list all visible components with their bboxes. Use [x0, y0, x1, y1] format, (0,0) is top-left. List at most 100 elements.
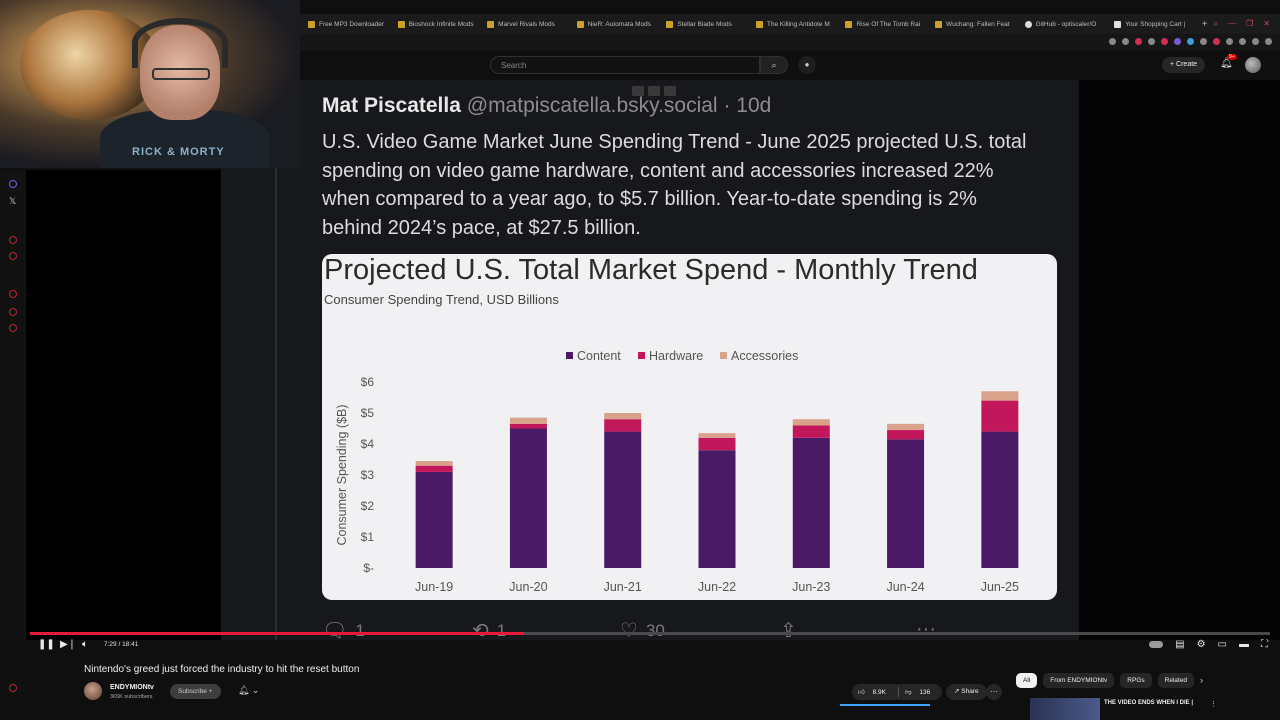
post-author-name: Mat Piscatella	[322, 94, 461, 117]
search-button[interactable]: ⌕	[760, 56, 788, 74]
recommended-title[interactable]: THE VIDEO ENDS WHEN I DIE |	[1104, 700, 1194, 706]
new-tab-button[interactable]: +	[1201, 18, 1208, 30]
browser-tab[interactable]: Wuchang: Fallen Feat	[927, 14, 1017, 34]
filter-chip[interactable]: RPGs	[1120, 673, 1152, 688]
next-button[interactable]: ▶❘	[60, 639, 77, 650]
miniplayer-button[interactable]: ▭	[1217, 639, 1227, 650]
y-tick-label: $2	[361, 499, 375, 513]
browser-tab[interactable]: The Killing Antidote M	[748, 14, 838, 34]
browser-tab-label: Free MP3 Downloader	[319, 20, 385, 28]
minimize-icon[interactable]: —	[1228, 19, 1237, 28]
browser-tab[interactable]: Bioshock Infinite Mods	[390, 14, 480, 34]
y-tick-label: $6	[361, 375, 375, 389]
y-tick-label: $3	[361, 468, 375, 482]
browser-tab[interactable]: NieR: Automata Mods	[569, 14, 659, 34]
filter-chip[interactable]: From ENDYMIONtv	[1043, 673, 1115, 688]
fullscreen-button[interactable]: ⛶	[1261, 639, 1268, 650]
recommended-more-icon[interactable]: ⋮	[1210, 701, 1217, 708]
subscribe-button[interactable]: Subscribe +	[170, 684, 221, 699]
chart-title: Projected U.S. Total Market Spend - Mont…	[324, 254, 978, 286]
folder-icon	[487, 20, 495, 28]
extension-icon[interactable]	[1174, 38, 1181, 45]
search-input[interactable]: Search	[490, 56, 760, 74]
heart-icon: ♡	[620, 620, 638, 640]
extension-icon[interactable]	[1161, 38, 1168, 45]
like-button[interactable]: 👍︎ 8.9K	[852, 688, 898, 696]
window-controls: ⌕ — ❐ ✕	[1214, 19, 1280, 29]
browser-tab-label: NieR: Automata Mods	[587, 20, 651, 28]
channel-avatar[interactable]	[84, 682, 102, 700]
browser-tab[interactable]: Stellar Blade Mods	[658, 14, 748, 34]
bar-hardware	[509, 423, 547, 429]
sidebar-icon[interactable]	[9, 236, 17, 244]
extension-icon[interactable]	[1187, 38, 1194, 45]
browser-tab[interactable]: Your Shopping Cart |	[1106, 14, 1196, 34]
extension-icons	[1109, 38, 1272, 45]
cart-icon	[1114, 20, 1122, 28]
browser-tab-label: Rise Of The Tomb Rai	[856, 20, 921, 28]
volume-button[interactable]: 🔈︎	[82, 639, 88, 650]
browser-tab[interactable]: Rise Of The Tomb Rai	[837, 14, 927, 34]
bar-accessories	[604, 413, 642, 420]
extension-icon[interactable]	[1135, 38, 1142, 45]
extension-icon[interactable]	[1109, 38, 1116, 45]
subtitles-button[interactable]: ▤	[1175, 639, 1185, 650]
account-avatar[interactable]	[1245, 57, 1261, 73]
autoplay-toggle[interactable]	[1149, 641, 1164, 648]
reply-icon: 🗨︎	[322, 620, 348, 640]
more-options-button[interactable]: ···	[986, 684, 1002, 700]
menu-icon[interactable]	[1265, 38, 1272, 45]
chart-subtitle: Consumer Spending Trend, USD Billions	[324, 292, 559, 307]
filter-chip[interactable]: All	[1016, 673, 1038, 688]
video-player[interactable]: Mat Piscatella @matpiscatella.bsky.socia…	[26, 80, 1280, 640]
voice-search-button[interactable]: ●	[798, 56, 816, 74]
search-tabs-icon[interactable]: ⌕	[1213, 19, 1219, 28]
create-button[interactable]: + Create	[1162, 57, 1206, 73]
profile-icon[interactable]	[1252, 38, 1259, 45]
share-icon: ⇪	[780, 620, 797, 640]
notification-bell-icon[interactable]: 🔔︎ ⌄	[238, 685, 260, 695]
sidebar-icon[interactable]	[9, 308, 17, 316]
sidebar-icon[interactable]	[9, 324, 17, 332]
player-controls: ❚❚ ▶❘ 🔈︎ 7:29 / 18:41 ▤ ⚙ ▭ ▬ ⛶	[26, 636, 1280, 656]
bar-accessories	[698, 433, 736, 438]
thread-line	[275, 80, 277, 640]
video-title: Nintendo's greed just forced the industr…	[84, 664, 360, 675]
play-icon[interactable]	[9, 252, 17, 260]
extension-icon[interactable]	[1226, 38, 1233, 45]
y-tick-label: $5	[361, 406, 375, 420]
x-tick-label: Jun-25	[981, 580, 1019, 594]
browser-tab[interactable]: Free MP3 Downloader	[300, 14, 390, 34]
filter-chip[interactable]: Related	[1157, 673, 1195, 688]
subscriber-count: 365K subscribers	[110, 694, 153, 700]
browser-tab[interactable]: GitHub - optiscaler/O	[1017, 14, 1107, 34]
restore-icon[interactable]: ❐	[1246, 19, 1254, 28]
close-window-icon[interactable]: ✕	[1263, 19, 1270, 28]
sidebar-icon[interactable]	[9, 180, 17, 188]
browser-tab-label: Your Shopping Cart |	[1125, 20, 1186, 28]
video-progress-bar[interactable]	[30, 632, 1270, 635]
post-header: Mat Piscatella @matpiscatella.bsky.socia…	[322, 94, 1042, 118]
extension-icon[interactable]	[1239, 38, 1246, 45]
recommended-thumbnail[interactable]	[1030, 698, 1100, 720]
extension-icon[interactable]	[1148, 38, 1155, 45]
sidebar-icon[interactable]	[9, 684, 17, 692]
x-icon[interactable]: 𝕏	[9, 196, 17, 206]
notifications-bell-icon[interactable]: 🔔︎	[1220, 58, 1233, 69]
extension-icon[interactable]	[1122, 38, 1129, 45]
chips-next-icon[interactable]: ›	[1200, 675, 1203, 685]
sidebar-icon[interactable]	[9, 290, 17, 298]
extension-icon[interactable]	[1213, 38, 1220, 45]
dislike-button[interactable]: 👎︎ 136	[899, 688, 942, 696]
settings-gear-icon[interactable]: ⚙	[1196, 639, 1206, 650]
theater-mode-button[interactable]: ▬	[1239, 639, 1249, 650]
copy-icon	[648, 86, 660, 96]
related-chips: All From ENDYMIONtv RPGs Related	[1016, 673, 1195, 688]
extension-icon[interactable]	[1200, 38, 1207, 45]
browser-tab-label: GitHub - optiscaler/O	[1035, 20, 1097, 28]
browser-tab[interactable]: Marvel Rivals Mods	[479, 14, 569, 34]
share-button[interactable]: ↗ Share	[946, 684, 987, 700]
pause-button[interactable]: ❚❚	[38, 639, 55, 650]
channel-name[interactable]: ENDYMIONtv	[110, 684, 154, 691]
copy-icon	[632, 86, 644, 96]
